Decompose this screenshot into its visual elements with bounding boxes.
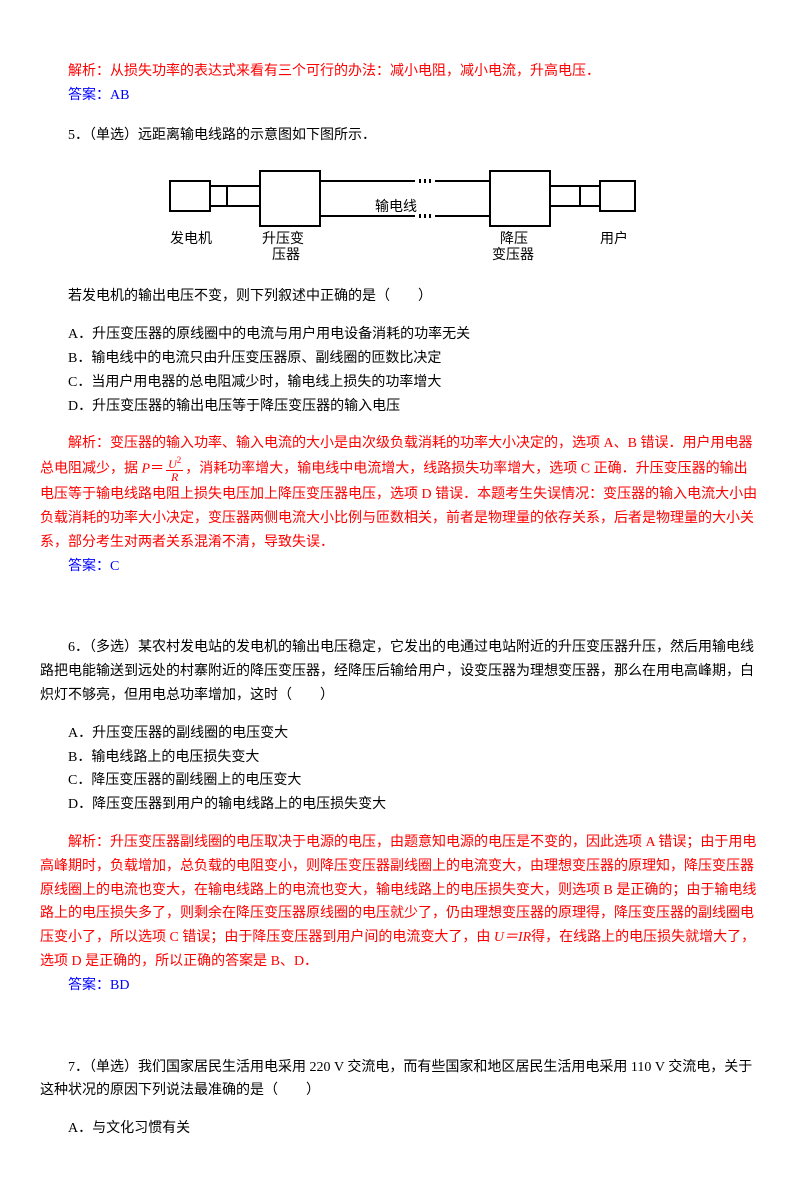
diagram-generator-label: 发电机 xyxy=(170,231,212,247)
q6-formula: U＝IR xyxy=(494,930,531,945)
explain-label: 解析： xyxy=(68,835,110,850)
formula-p: P xyxy=(142,462,151,477)
q7-block: 7．（单选）我们国家居民生活用电采用 220 V 交流电，而有些国家和地区居民生… xyxy=(40,1056,760,1141)
q4-answer-value: AB xyxy=(110,88,129,103)
q6-option-a: A．升压变压器的副线圈的电压变大 xyxy=(40,722,760,746)
q7-stem: 7．（单选）我们国家居民生活用电采用 220 V 交流电，而有些国家和地区居民生… xyxy=(40,1056,760,1104)
diagram-stepup-label-1: 升压变 xyxy=(262,231,304,247)
explain-label: 解析： xyxy=(40,60,110,84)
answer-label: 答案： xyxy=(68,978,110,993)
explain-label: 解析： xyxy=(68,436,110,451)
q6-answer-value: BD xyxy=(110,978,129,993)
q6-explain-text: 升压变压器副线圈的电压取决于电源的电压，由题意知电源的电压是不变的，因此选项 A… xyxy=(40,835,756,945)
q6-block: 6．（多选）某农村发电站的发电机的输出电压稳定，它发出的电通过电站附近的升压变压… xyxy=(40,636,760,997)
answer-label: 答案： xyxy=(68,559,110,574)
q5-stem: 5．（单选）远距离输电线路的示意图如下图所示． xyxy=(40,124,760,148)
formula-fraction: U2R xyxy=(166,456,183,483)
q6-option-d: D．降压变压器到用户的输电线路上的电压损失变大 xyxy=(40,793,760,817)
diagram-stepdown-label-1: 降压 xyxy=(500,231,528,247)
q5-explanation: 解析：变压器的输入功率、输入电流的大小是由次级负载消耗的功率大小决定的，选项 A… xyxy=(40,432,760,554)
diagram-stepdown-label-2: 变压器 xyxy=(492,247,534,263)
q4-explanation-block: 解析：从损失功率的表达式来看有三个可行的办法：减小电阻，减小电流，升高电压． 答… xyxy=(40,60,760,108)
q5-option-b: B．输电线中的电流只由升压变压器原、副线圈的匝数比决定 xyxy=(40,347,760,371)
q6-explanation: 解析：升压变压器副线圈的电压取决于电源的电压，由题意知电源的电压是不变的，因此选… xyxy=(40,831,760,974)
diagram-stepup-label-2: 压器 xyxy=(272,248,300,263)
diagram-line-label: 输电线 xyxy=(375,199,417,215)
q5-answer: 答案：C xyxy=(40,555,760,579)
q5-followup: 若发电机的输出电压不变，则下列叙述中正确的是（ ） xyxy=(40,285,760,309)
diagram-user-label: 用户 xyxy=(600,230,628,247)
q5-block: 5．（单选）远距离输电线路的示意图如下图所示． 输电线 发电机 升压 xyxy=(40,124,760,579)
q5-option-c: C．当用户用电器的总电阻减少时，输电线上损失的功率增大 xyxy=(40,371,760,395)
q5-option-d: D．升压变压器的输出电压等于降压变压器的输入电压 xyxy=(40,395,760,419)
transmission-diagram: 输电线 发电机 升压变 压器 降压 变压器 用户 xyxy=(160,161,640,271)
q6-option-c: C．降压变压器的副线圈上的电压变大 xyxy=(40,769,760,793)
q6-stem: 6．（多选）某农村发电站的发电机的输出电压稳定，它发出的电通过电站附近的升压变压… xyxy=(40,636,760,707)
q4-explain-text: 从损失功率的表达式来看有三个可行的办法：减小电阻，减小电流，升高电压． xyxy=(110,64,600,79)
q5-answer-value: C xyxy=(110,559,119,574)
q7-option-a: A．与文化习惯有关 xyxy=(40,1117,760,1141)
formula-eq: ＝ xyxy=(150,462,164,477)
q4-answer: 答案：AB xyxy=(40,84,760,108)
answer-label: 答案： xyxy=(68,88,110,103)
q5-option-a: A．升压变压器的原线圈中的电流与用户用电设备消耗的功率无关 xyxy=(40,323,760,347)
q6-answer: 答案：BD xyxy=(40,974,760,998)
q4-explanation: 解析：从损失功率的表达式来看有三个可行的办法：减小电阻，减小电流，升高电压． xyxy=(40,60,760,84)
q6-option-b: B．输电线路上的电压损失变大 xyxy=(40,746,760,770)
